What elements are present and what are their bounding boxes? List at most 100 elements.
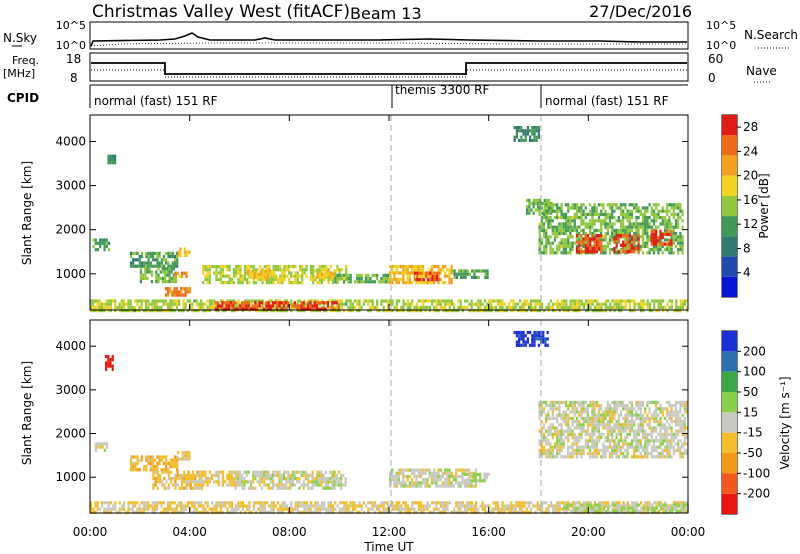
- power-cell: [408, 274, 411, 278]
- power-cell: [540, 241, 543, 245]
- power-cell: [441, 281, 444, 285]
- power-cell: [569, 241, 572, 245]
- power-cell: [615, 299, 618, 303]
- velocity-cell: [558, 507, 561, 511]
- velocity-cell: [351, 501, 354, 505]
- velocity-cell: [457, 468, 460, 472]
- velocity-cell: [342, 483, 345, 487]
- velocity-echo-region: [202, 470, 240, 487]
- power-cell: [254, 301, 257, 305]
- power-cell: [519, 309, 522, 313]
- velocity-cell: [622, 452, 625, 456]
- power-cell: [228, 277, 231, 281]
- velocity-cell: [444, 501, 447, 505]
- power-cell: [336, 265, 339, 269]
- power-cell: [269, 269, 272, 273]
- velocity-cell: [323, 504, 326, 508]
- velocity-cell: [149, 455, 152, 459]
- velocity-cell: [185, 480, 188, 484]
- power-cell: [450, 302, 453, 306]
- velocity-cell: [103, 510, 106, 514]
- power-cell: [553, 216, 557, 220]
- velocity-cell: [591, 407, 594, 411]
- power-cell: [417, 268, 420, 272]
- velocity-cell: [125, 510, 128, 514]
- velocity-cell: [397, 478, 400, 482]
- power-cell: [679, 203, 682, 207]
- power-cell: [422, 305, 425, 309]
- velocity-cell: [542, 334, 545, 338]
- power-cell: [340, 302, 343, 306]
- power-cell: [539, 198, 542, 202]
- power-cell: [547, 235, 550, 239]
- velocity-cell: [582, 420, 585, 424]
- power-cell: [558, 216, 561, 220]
- velocity-cell: [301, 501, 304, 505]
- power-cell: [635, 235, 638, 239]
- velocity-cell: [191, 504, 194, 508]
- power-cell: [293, 304, 296, 308]
- power-cell: [257, 277, 260, 281]
- velocity-cell: [600, 416, 603, 420]
- power-cell: [193, 309, 196, 313]
- power-cell: [360, 305, 363, 309]
- velocity-cell: [622, 416, 625, 420]
- velocity-cell: [611, 507, 614, 511]
- power-colorbar-tick-label: 16: [743, 193, 758, 207]
- velocity-cell: [147, 504, 150, 508]
- power-cell: [309, 268, 313, 272]
- power-cell: [567, 305, 570, 309]
- power-cell: [675, 302, 678, 306]
- velocity-cell: [575, 448, 579, 452]
- power-cell: [618, 309, 621, 313]
- velocity-cell: [622, 455, 625, 459]
- power-cell: [545, 209, 548, 213]
- power-cell: [239, 268, 242, 272]
- velocity-cell: [570, 503, 573, 507]
- power-cell: [615, 248, 618, 252]
- power-cell: [362, 280, 365, 284]
- power-cell: [105, 305, 108, 309]
- power-cell: [578, 206, 581, 210]
- power-cell: [158, 305, 161, 309]
- power-cell: [316, 275, 319, 279]
- power-cell: [186, 250, 189, 254]
- power-cell: [613, 240, 616, 244]
- velocity-cell: [327, 501, 330, 505]
- power-cell: [584, 206, 587, 210]
- power-cell: [622, 219, 625, 223]
- power-cell: [652, 236, 655, 240]
- power-cell: [582, 250, 585, 254]
- power-cell: [624, 241, 627, 245]
- velocity-cell: [556, 445, 559, 449]
- power-cell: [604, 251, 607, 255]
- velocity-cell: [593, 423, 596, 427]
- power-cell: [151, 309, 154, 313]
- power-cell: [279, 281, 282, 285]
- power-cell: [238, 307, 241, 311]
- power-cell: [530, 299, 533, 303]
- velocity-cell: [584, 416, 587, 420]
- power-cell: [358, 305, 361, 309]
- velocity-cell: [551, 410, 554, 414]
- velocity-cell: [131, 510, 134, 514]
- power-cell: [312, 268, 315, 272]
- velocity-cell: [615, 423, 618, 427]
- velocity-cell: [628, 429, 631, 433]
- power-cell: [686, 305, 689, 309]
- power-cell: [326, 301, 329, 305]
- power-colorbar-tick-label: 28: [743, 120, 758, 134]
- velocity-cell: [259, 501, 262, 505]
- velocity-cell: [564, 429, 568, 433]
- velocity-cell: [101, 504, 104, 508]
- power-cell: [433, 309, 436, 313]
- velocity-cell: [185, 483, 188, 487]
- power-cell: [622, 240, 625, 244]
- velocity-cell: [607, 506, 610, 510]
- velocity-cell: [562, 445, 565, 449]
- velocity-cell: [154, 480, 157, 484]
- velocity-cell: [384, 510, 387, 514]
- power-cell: [177, 253, 180, 257]
- power-cell: [367, 277, 370, 281]
- power-cell: [564, 216, 568, 220]
